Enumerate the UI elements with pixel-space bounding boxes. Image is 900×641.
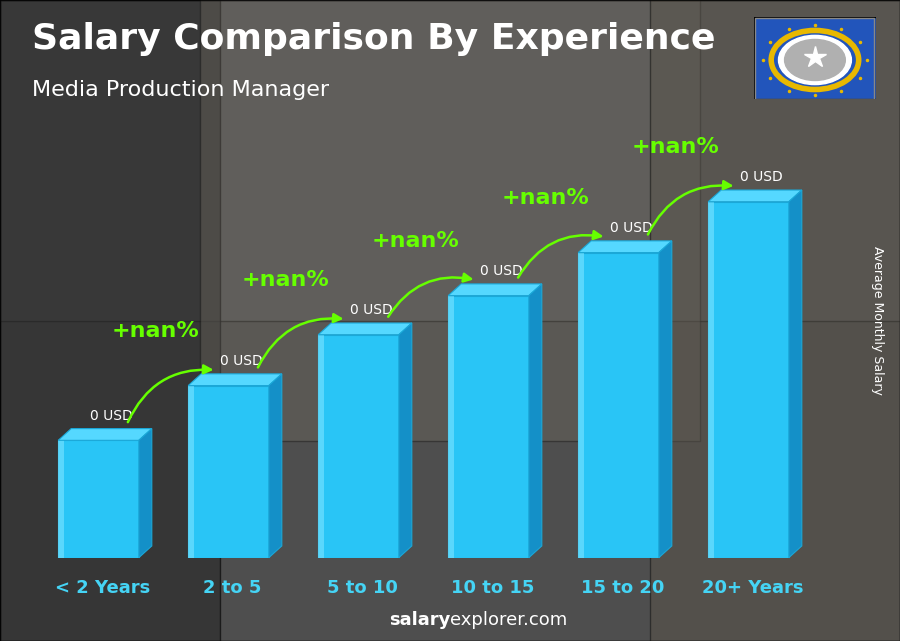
Polygon shape xyxy=(58,429,152,440)
Polygon shape xyxy=(659,241,671,558)
Text: 0 USD: 0 USD xyxy=(90,409,133,422)
Polygon shape xyxy=(188,386,269,558)
Text: 20+ Years: 20+ Years xyxy=(702,579,803,597)
Text: +nan%: +nan% xyxy=(632,137,720,157)
Text: 0 USD: 0 USD xyxy=(220,354,263,368)
FancyBboxPatch shape xyxy=(0,0,220,641)
Text: 0 USD: 0 USD xyxy=(480,264,523,278)
Text: Media Production Manager: Media Production Manager xyxy=(32,80,328,100)
Polygon shape xyxy=(399,323,412,558)
Text: Salary Comparison By Experience: Salary Comparison By Experience xyxy=(32,22,715,56)
Text: < 2 Years: < 2 Years xyxy=(55,579,150,597)
Polygon shape xyxy=(788,190,802,558)
Circle shape xyxy=(778,35,851,85)
Polygon shape xyxy=(188,374,282,386)
Text: explorer.com: explorer.com xyxy=(450,612,567,629)
Polygon shape xyxy=(269,374,282,558)
Polygon shape xyxy=(708,190,802,202)
FancyBboxPatch shape xyxy=(0,0,900,321)
Text: 0 USD: 0 USD xyxy=(610,221,652,235)
Polygon shape xyxy=(319,323,412,335)
Polygon shape xyxy=(529,284,542,558)
FancyBboxPatch shape xyxy=(650,0,900,641)
Text: +nan%: +nan% xyxy=(372,231,460,251)
Text: 5 to 10: 5 to 10 xyxy=(327,579,398,597)
Text: 10 to 15: 10 to 15 xyxy=(451,579,534,597)
Text: +nan%: +nan% xyxy=(502,188,590,208)
Polygon shape xyxy=(448,296,454,558)
Text: +nan%: +nan% xyxy=(112,320,200,340)
Polygon shape xyxy=(58,440,64,558)
Polygon shape xyxy=(139,429,152,558)
Polygon shape xyxy=(708,202,788,558)
Text: Average Monthly Salary: Average Monthly Salary xyxy=(871,246,884,395)
Polygon shape xyxy=(188,386,194,558)
Circle shape xyxy=(785,40,845,81)
Text: 15 to 20: 15 to 20 xyxy=(580,579,664,597)
Polygon shape xyxy=(578,253,659,558)
Text: 0 USD: 0 USD xyxy=(740,170,783,184)
Text: 2 to 5: 2 to 5 xyxy=(203,579,262,597)
Polygon shape xyxy=(708,202,714,558)
Polygon shape xyxy=(448,284,542,296)
Polygon shape xyxy=(319,335,399,558)
Polygon shape xyxy=(578,253,584,558)
Polygon shape xyxy=(58,440,139,558)
Polygon shape xyxy=(448,296,529,558)
Text: +nan%: +nan% xyxy=(242,270,329,290)
FancyBboxPatch shape xyxy=(200,0,700,441)
Text: 0 USD: 0 USD xyxy=(350,303,393,317)
Text: salary: salary xyxy=(389,612,450,629)
Polygon shape xyxy=(578,241,671,253)
FancyBboxPatch shape xyxy=(754,17,876,99)
Polygon shape xyxy=(319,335,324,558)
